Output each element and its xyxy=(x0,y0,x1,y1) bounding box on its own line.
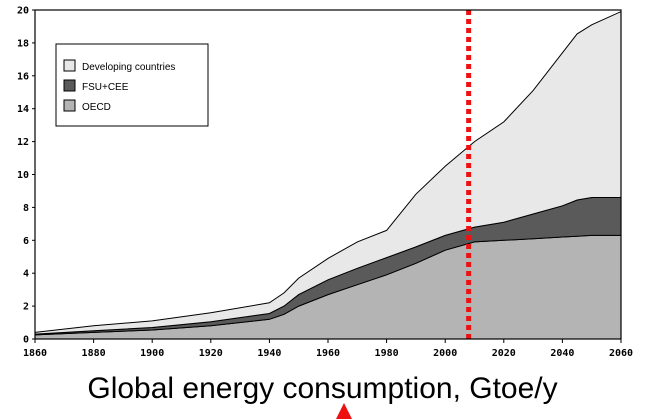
legend: Developing countries FSU+CEE OECD xyxy=(55,43,209,127)
y-tick-label-16: 16 xyxy=(17,71,29,82)
arrow-layer xyxy=(336,403,352,419)
x-tick-label-2000: 2000 xyxy=(433,348,457,359)
y-tick-label-8: 8 xyxy=(23,203,29,214)
x-tick-label-1920: 1920 xyxy=(199,348,223,359)
y-tick-label-0: 0 xyxy=(23,335,29,346)
y-tick-label-12: 12 xyxy=(17,137,29,148)
legend-label-fsu-cee: FSU+CEE xyxy=(82,82,129,93)
y-tick-label-10: 10 xyxy=(17,170,29,181)
x-tick-label-1900: 1900 xyxy=(140,348,164,359)
y-tick-label-6: 6 xyxy=(23,236,29,247)
chart-caption: Global energy consumption, Gtoe/y xyxy=(87,372,558,405)
x-tick-label-1880: 1880 xyxy=(82,348,106,359)
x-tick-label-2040: 2040 xyxy=(550,348,574,359)
legend-box xyxy=(55,43,209,127)
x-tick-label-1940: 1940 xyxy=(257,348,281,359)
axes-layer: 0 2 4 6 8 10 12 14 16 18 20 1860 1880 1900 1920 1940 196… xyxy=(17,6,633,360)
y-tick-label-4: 4 xyxy=(23,269,29,280)
x-tick-label-2020: 2020 xyxy=(492,348,516,359)
x-tick-label-2060: 2060 xyxy=(609,348,633,359)
arrow-up-icon xyxy=(336,403,352,419)
y-tick-label-18: 18 xyxy=(17,38,29,49)
x-tick-label-1860: 1860 xyxy=(23,348,47,359)
x-tick-label-1960: 1960 xyxy=(316,348,340,359)
y-tick-label-20: 20 xyxy=(17,6,29,17)
legend-swatch-fsu-cee xyxy=(63,79,76,92)
legend-label-oecd: OECD xyxy=(82,102,111,113)
x-tick-label-1980: 1980 xyxy=(375,348,399,359)
y-tick-label-14: 14 xyxy=(17,104,29,115)
legend-swatch-oecd xyxy=(63,99,76,112)
y-tick-label-2: 2 xyxy=(23,302,29,313)
legend-label-developing-countries: Developing countries xyxy=(82,62,175,73)
legend-swatch-developing-countries xyxy=(63,59,76,72)
